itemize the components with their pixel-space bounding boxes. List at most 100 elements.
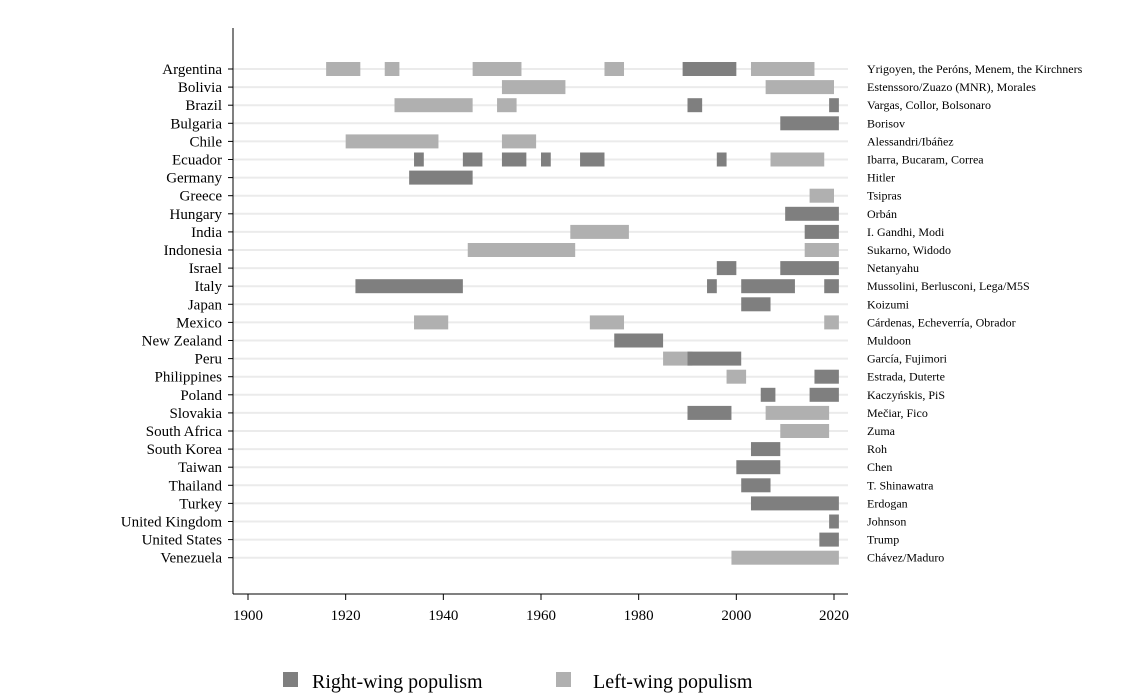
- bar-indonesia-1: [804, 243, 839, 257]
- country-label-slovakia: Slovakia: [170, 406, 223, 422]
- bar-argentina-0: [326, 62, 361, 76]
- country-label-germany: Germany: [166, 171, 222, 187]
- bar-poland-1: [809, 387, 839, 402]
- bar-japan-0: [741, 297, 771, 312]
- bar-italy-0: [355, 279, 463, 294]
- leader-label-philippines: Estrada, Duterte: [867, 370, 945, 384]
- bar-mexico-2: [824, 315, 839, 330]
- country-label-brazil: Brazil: [185, 98, 222, 114]
- bar-italy-1: [707, 279, 717, 294]
- leader-labels: Yrigoyen, the Peróns, Menem, the Kirchne…: [867, 62, 1083, 565]
- bar-greece-0: [809, 188, 834, 203]
- bar-argentina-2: [472, 62, 522, 76]
- leader-label-mexico: Cárdenas, Echeverría, Obrador: [867, 315, 1016, 329]
- bar-india-1: [804, 224, 839, 239]
- bar-israel-0: [716, 261, 737, 276]
- bar-argentina-4: [682, 62, 737, 76]
- bar-peru-1: [687, 351, 742, 366]
- leader-label-germany: Hitler: [867, 171, 895, 185]
- legend-swatch-left: [556, 672, 571, 687]
- bar-bolivia-1: [765, 80, 834, 95]
- leader-label-ecuador: Ibarra, Bucaram, Correa: [867, 153, 984, 167]
- bar-ecuador-4: [580, 152, 605, 167]
- legend: Right-wing populism Left-wing populism: [283, 671, 753, 693]
- leader-label-united-kingdom: Johnson: [867, 515, 906, 529]
- country-label-turkey: Turkey: [179, 496, 222, 512]
- bar-chile-1: [501, 134, 537, 149]
- leader-label-turkey: Erdogan: [867, 496, 908, 510]
- bar-thailand-0: [741, 478, 771, 493]
- x-tick-label-1920: 1920: [331, 608, 361, 624]
- bar-mexico-0: [414, 315, 449, 330]
- country-label-india: India: [191, 225, 222, 241]
- bar-indonesia-0: [467, 243, 576, 257]
- bar-venezuela-0: [731, 550, 839, 565]
- leader-label-peru: García, Fujimori: [867, 352, 948, 366]
- bar-brazil-0: [394, 98, 473, 113]
- country-label-bulgaria: Bulgaria: [170, 116, 222, 132]
- bar-ecuador-5: [716, 152, 727, 167]
- country-label-thailand: Thailand: [169, 478, 223, 494]
- country-label-south-korea: South Korea: [147, 442, 223, 458]
- leader-label-bulgaria: Borisov: [867, 116, 905, 130]
- country-label-bolivia: Bolivia: [178, 80, 223, 96]
- bar-argentina-3: [604, 62, 625, 76]
- leader-label-thailand: T. Shinawatra: [867, 478, 934, 492]
- bar-taiwan-0: [736, 460, 781, 475]
- bar-israel-1: [780, 261, 839, 276]
- bar-united-states-0: [819, 532, 839, 547]
- bar-argentina-5: [750, 62, 815, 76]
- leader-label-new-zealand: Muldoon: [867, 334, 911, 348]
- leader-label-indonesia: Sukarno, Widodo: [867, 243, 951, 257]
- leader-label-greece: Tsipras: [867, 189, 902, 203]
- country-label-chile: Chile: [190, 134, 223, 150]
- x-tick-label-1980: 1980: [624, 608, 654, 624]
- bar-ecuador-2: [501, 152, 527, 167]
- country-label-united-states: United States: [142, 533, 223, 549]
- country-label-hungary: Hungary: [170, 207, 223, 223]
- leader-label-taiwan: Chen: [867, 460, 892, 474]
- bar-mexico-1: [589, 315, 625, 330]
- leader-label-bolivia: Estenssoro/Zuazo (MNR), Morales: [867, 80, 1036, 94]
- leader-label-israel: Netanyahu: [867, 261, 919, 275]
- leader-label-hungary: Orbán: [867, 207, 897, 221]
- country-label-indonesia: Indonesia: [164, 243, 223, 259]
- country-label-japan: Japan: [188, 297, 223, 313]
- bar-hungary-0: [785, 206, 839, 221]
- bar-italy-2: [741, 279, 795, 294]
- bar-ecuador-6: [770, 152, 825, 167]
- country-label-greece: Greece: [180, 189, 223, 205]
- bar-slovakia-0: [687, 405, 732, 420]
- bar-brazil-1: [497, 98, 517, 113]
- x-tick-label-1900: 1900: [233, 608, 263, 624]
- bar-slovakia-1: [765, 405, 830, 420]
- leader-label-south-korea: Roh: [867, 442, 887, 456]
- country-label-ecuador: Ecuador: [172, 153, 222, 169]
- leader-label-italy: Mussolini, Berlusconi, Lega/M5S: [867, 279, 1030, 293]
- country-label-venezuela: Venezuela: [160, 551, 222, 567]
- country-label-new-zealand: New Zealand: [142, 334, 223, 350]
- bar-brazil-2: [687, 98, 703, 113]
- bar-south-korea-0: [750, 442, 781, 457]
- country-label-poland: Poland: [180, 388, 222, 404]
- bar-turkey-0: [750, 496, 839, 511]
- bar-ecuador-1: [462, 152, 483, 167]
- country-label-argentina: Argentina: [162, 62, 222, 78]
- legend-label-left: Left-wing populism: [593, 671, 753, 693]
- bar-italy-3: [824, 279, 839, 294]
- country-label-italy: Italy: [195, 279, 223, 295]
- country-label-taiwan: Taiwan: [178, 460, 222, 476]
- bar-philippines-1: [814, 369, 839, 384]
- bar-south-africa-0: [780, 424, 830, 438]
- bar-bolivia-0: [501, 80, 566, 95]
- leader-label-india: I. Gandhi, Modi: [867, 225, 945, 239]
- bar-india-0: [570, 224, 629, 239]
- leader-label-venezuela: Chávez/Maduro: [867, 551, 944, 565]
- bar-philippines-0: [726, 369, 747, 384]
- leader-label-brazil: Vargas, Collor, Bolsonaro: [867, 98, 991, 112]
- leader-label-chile: Alessandri/Ibáñez: [867, 134, 954, 148]
- x-tick-label-2020: 2020: [819, 608, 849, 624]
- bar-united-kingdom-0: [829, 514, 839, 529]
- country-labels: Argentina Bolivia Brazil Bulgaria Chile Ecuad…: [121, 62, 223, 567]
